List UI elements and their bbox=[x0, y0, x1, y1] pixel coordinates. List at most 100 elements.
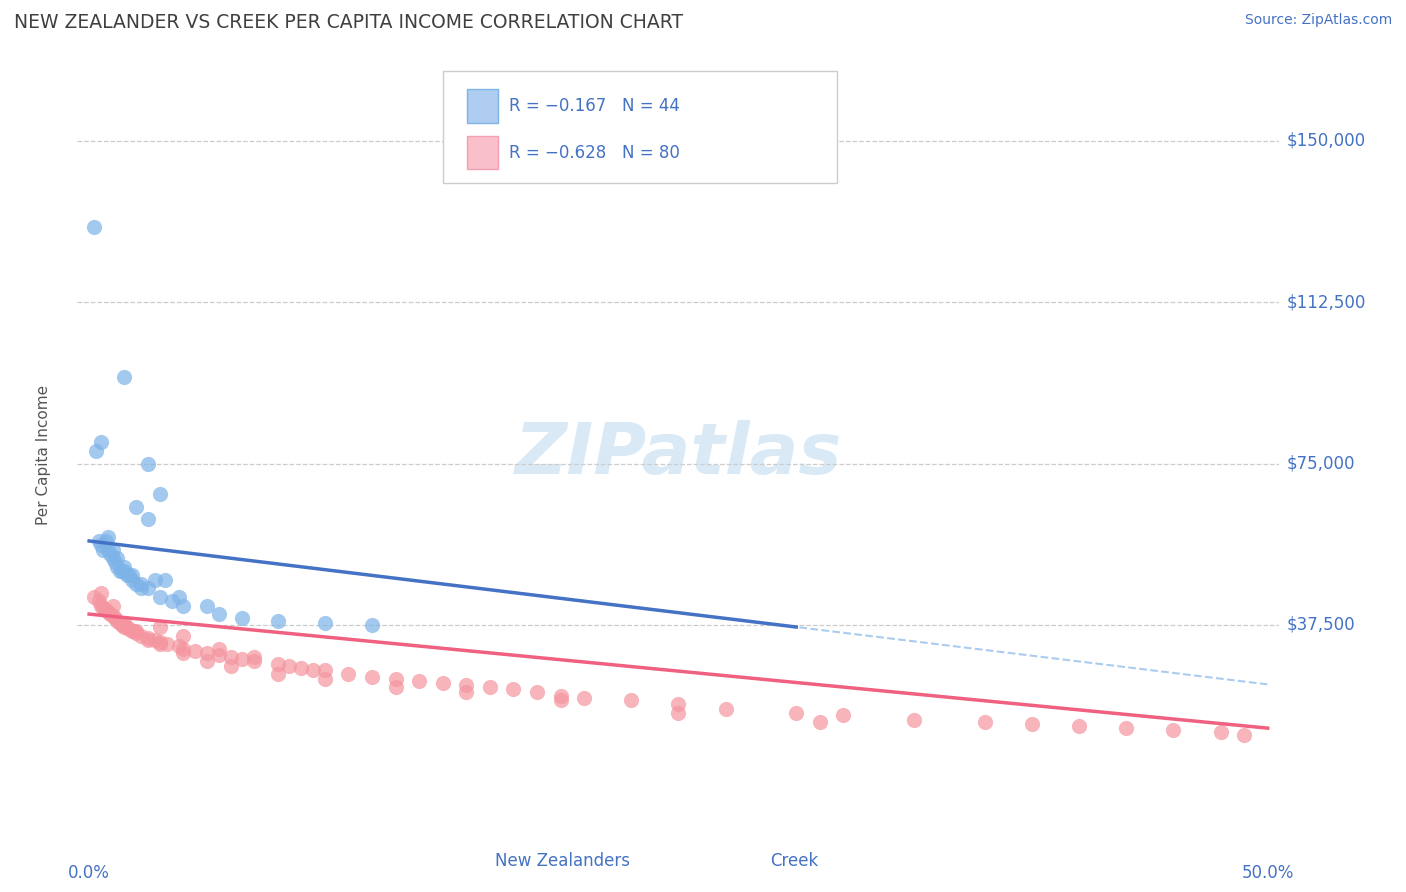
Point bbox=[167, 590, 190, 604]
Point bbox=[115, 620, 138, 634]
Point bbox=[1021, 716, 1043, 731]
Point bbox=[337, 667, 360, 681]
Point bbox=[208, 641, 231, 656]
Point bbox=[208, 648, 231, 662]
Point bbox=[456, 678, 478, 692]
Point bbox=[118, 622, 141, 636]
Point bbox=[129, 577, 152, 591]
Point bbox=[384, 672, 406, 686]
Point bbox=[91, 600, 114, 615]
Point bbox=[90, 435, 112, 450]
Point bbox=[1163, 723, 1185, 738]
Point bbox=[121, 624, 143, 639]
Point bbox=[94, 533, 117, 548]
Point bbox=[290, 661, 312, 675]
Point bbox=[149, 635, 172, 649]
Point bbox=[125, 626, 148, 640]
Point bbox=[83, 219, 105, 234]
Text: R = −0.167   N = 44: R = −0.167 N = 44 bbox=[509, 97, 681, 115]
Text: $75,000: $75,000 bbox=[1286, 455, 1355, 473]
Point bbox=[195, 646, 218, 660]
Point bbox=[832, 708, 855, 723]
Point bbox=[478, 680, 501, 694]
Point bbox=[143, 632, 166, 647]
Point bbox=[408, 673, 430, 688]
Point bbox=[94, 603, 117, 617]
Point bbox=[136, 457, 159, 471]
Point bbox=[267, 614, 290, 628]
Point bbox=[101, 551, 124, 566]
Point bbox=[432, 676, 454, 690]
Point bbox=[666, 706, 689, 720]
Point bbox=[87, 594, 110, 608]
Text: Creek: Creek bbox=[770, 852, 818, 870]
Point bbox=[114, 620, 136, 634]
Point bbox=[149, 637, 172, 651]
Point bbox=[129, 582, 152, 596]
Point bbox=[1067, 719, 1090, 733]
Point bbox=[83, 590, 105, 604]
Point bbox=[384, 680, 406, 694]
Point bbox=[149, 486, 172, 500]
Point bbox=[136, 632, 159, 647]
Point bbox=[114, 564, 136, 578]
Point bbox=[314, 663, 336, 677]
Point bbox=[195, 655, 218, 669]
Text: New Zealanders: New Zealanders bbox=[495, 852, 630, 870]
Point bbox=[114, 615, 136, 630]
Point bbox=[231, 611, 253, 625]
Point bbox=[243, 655, 266, 669]
Point bbox=[97, 605, 120, 619]
Point bbox=[267, 667, 290, 681]
Point bbox=[101, 609, 124, 624]
Point bbox=[666, 698, 689, 712]
Point bbox=[973, 714, 995, 729]
Point bbox=[107, 551, 129, 566]
Point bbox=[1209, 725, 1232, 739]
Point bbox=[136, 512, 159, 526]
Point bbox=[278, 658, 301, 673]
Point bbox=[97, 542, 120, 557]
Text: 50.0%: 50.0% bbox=[1241, 863, 1294, 881]
Point bbox=[456, 684, 478, 698]
Point bbox=[115, 568, 138, 582]
Point bbox=[808, 714, 831, 729]
Point bbox=[153, 573, 176, 587]
Point bbox=[314, 615, 336, 630]
Point bbox=[87, 533, 110, 548]
Text: NEW ZEALANDER VS CREEK PER CAPITA INCOME CORRELATION CHART: NEW ZEALANDER VS CREEK PER CAPITA INCOME… bbox=[14, 13, 683, 32]
Text: 0.0%: 0.0% bbox=[67, 863, 110, 881]
Point bbox=[125, 577, 148, 591]
Point bbox=[184, 643, 207, 657]
Point bbox=[1115, 721, 1137, 735]
Point bbox=[108, 564, 131, 578]
Text: $112,500: $112,500 bbox=[1286, 293, 1365, 311]
Point bbox=[167, 640, 190, 654]
Point bbox=[785, 706, 807, 720]
Point bbox=[111, 618, 134, 632]
Point bbox=[160, 594, 183, 608]
Point bbox=[149, 590, 172, 604]
Point bbox=[620, 693, 643, 707]
Point bbox=[243, 650, 266, 665]
Text: Source: ZipAtlas.com: Source: ZipAtlas.com bbox=[1244, 13, 1392, 28]
Point bbox=[136, 631, 159, 645]
Point bbox=[121, 573, 143, 587]
Point bbox=[208, 607, 231, 621]
Point bbox=[90, 585, 112, 599]
Text: $150,000: $150,000 bbox=[1286, 132, 1365, 150]
Text: Per Capita Income: Per Capita Income bbox=[37, 384, 51, 525]
Point bbox=[195, 599, 218, 613]
Point bbox=[118, 568, 141, 582]
Point bbox=[98, 607, 121, 621]
Point bbox=[84, 443, 107, 458]
Point bbox=[114, 559, 136, 574]
Point bbox=[314, 672, 336, 686]
Point bbox=[172, 641, 194, 656]
Point bbox=[125, 624, 148, 639]
Point bbox=[361, 618, 384, 632]
Point bbox=[156, 637, 179, 651]
Point bbox=[111, 564, 134, 578]
Point bbox=[302, 663, 325, 677]
Point bbox=[550, 693, 572, 707]
